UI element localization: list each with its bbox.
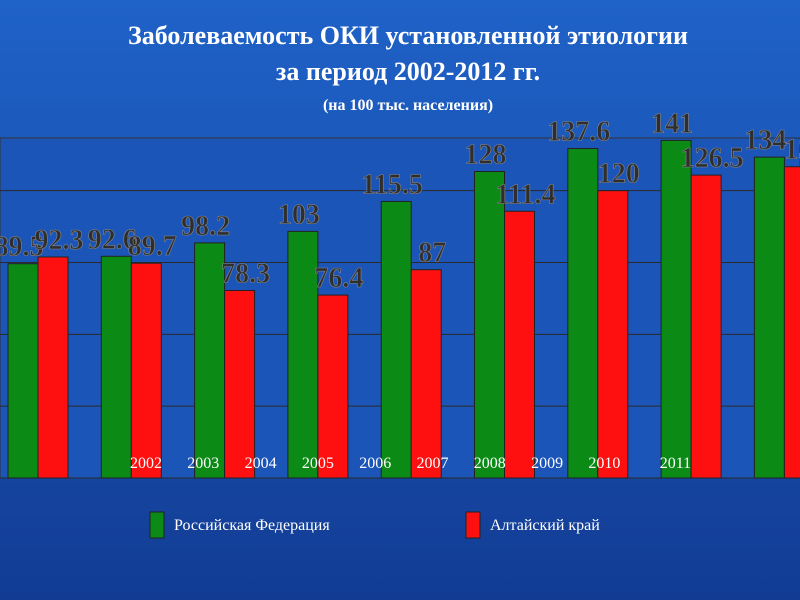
year-label: 2009	[531, 455, 563, 472]
value-label: 98.2	[181, 211, 230, 242]
legend-label: Российская Федерация	[174, 517, 330, 534]
year-label: 2008	[474, 455, 506, 472]
year-label: 2005	[302, 455, 334, 472]
value-label: 89.7	[128, 231, 177, 262]
year-label: 2010	[588, 455, 620, 472]
bar	[753, 156, 785, 479]
bar	[317, 294, 349, 479]
value-label: 126.5	[681, 143, 744, 174]
value-label: 92.6	[88, 224, 137, 255]
bar	[690, 174, 722, 479]
chart-title-line2: за период 2002-2012 гг.	[276, 57, 540, 86]
value-label: 78.3	[221, 259, 270, 290]
bar	[194, 242, 226, 479]
year-label: 2002	[130, 455, 162, 472]
bar	[130, 262, 162, 479]
bar	[504, 210, 535, 479]
year-label: 2011	[660, 455, 691, 472]
year-label: 2003	[187, 455, 219, 472]
bar	[410, 269, 442, 479]
value-label: 92.3	[35, 225, 84, 256]
bar	[287, 230, 319, 479]
bar	[660, 139, 692, 479]
bar	[7, 263, 39, 479]
value-label: 115.5	[361, 169, 422, 200]
bar	[100, 255, 132, 479]
bar	[567, 148, 599, 479]
bar	[783, 166, 800, 479]
bar	[37, 256, 69, 479]
year-label: 2006	[359, 455, 391, 472]
year-label: 2004	[245, 455, 277, 472]
value-label: 130	[784, 135, 800, 166]
bar	[597, 190, 629, 479]
value-label: 103	[278, 199, 320, 230]
year-label: 2007	[417, 455, 449, 472]
value-label: 134	[744, 125, 786, 156]
bar	[224, 290, 256, 479]
value-label: 128	[465, 140, 507, 171]
value-label: 111.4	[496, 179, 556, 210]
bar	[380, 200, 412, 479]
value-label: 76.4	[314, 263, 363, 294]
bar	[474, 171, 505, 479]
value-label: 89.5	[0, 232, 44, 263]
legend-label: Алтайский край	[490, 517, 600, 534]
value-label: 87	[418, 238, 446, 269]
value-label: 120	[598, 159, 640, 190]
legend-swatch	[149, 511, 165, 539]
chart-subtitle: (на 100 тыс. населения)	[323, 97, 493, 114]
legend-swatch	[465, 511, 481, 539]
chart-title: Заболеваемость ОКИ установленной этиолог…	[128, 21, 688, 50]
value-label: 137.6	[547, 117, 610, 148]
value-label: 141	[651, 108, 693, 139]
